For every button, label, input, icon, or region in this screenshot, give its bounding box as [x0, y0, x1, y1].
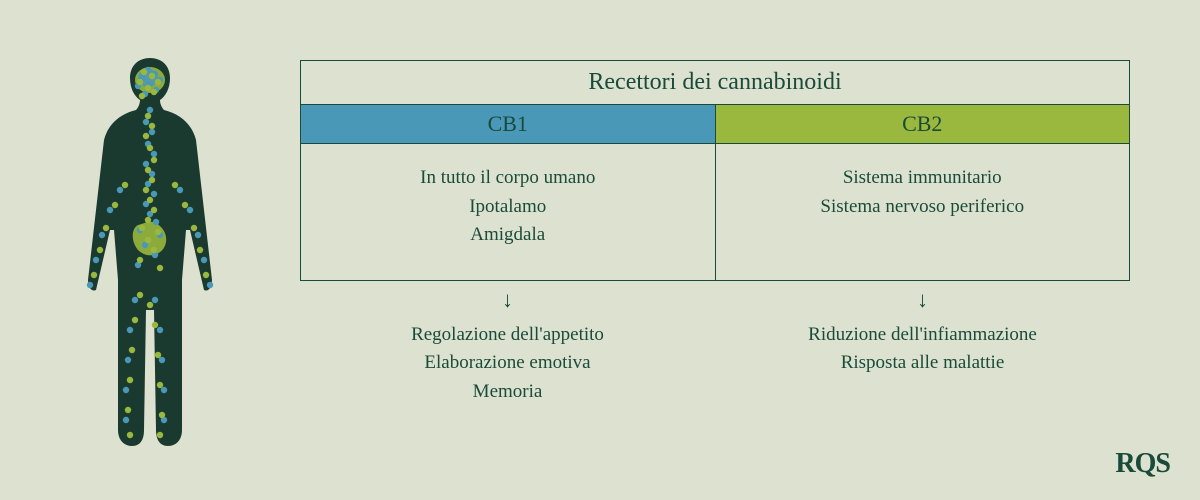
table-body-row: In tutto il corpo umanoIpotalamoAmigdala…: [301, 143, 1129, 280]
cb2-effects: Riduzione dell'infiammazioneRisposta all…: [715, 321, 1130, 407]
cb1-arrow-icon: ↓: [300, 289, 715, 311]
brand-logo: RQS: [1115, 448, 1170, 480]
effects-row: Regolazione dell'appetitoElaborazione em…: [300, 321, 1130, 407]
cb1-locations: In tutto il corpo umanoIpotalamoAmigdala: [301, 144, 716, 280]
receptor-table: Recettori dei cannabinoidi CB1 CB2 In tu…: [300, 60, 1130, 281]
human-body-figure: [60, 50, 240, 450]
arrow-row: ↓ ↓: [300, 289, 1130, 311]
receptor-table-area: Recettori dei cannabinoidi CB1 CB2 In tu…: [300, 60, 1130, 406]
cb2-arrow-icon: ↓: [715, 289, 1130, 311]
cb2-header: CB2: [716, 105, 1130, 143]
cb1-effects: Regolazione dell'appetitoElaborazione em…: [300, 321, 715, 407]
cb1-header: CB1: [301, 105, 716, 143]
table-title: Recettori dei cannabinoidi: [301, 61, 1129, 105]
table-header-row: CB1 CB2: [301, 105, 1129, 143]
cb2-locations: Sistema immunitarioSistema nervoso perif…: [716, 144, 1130, 280]
